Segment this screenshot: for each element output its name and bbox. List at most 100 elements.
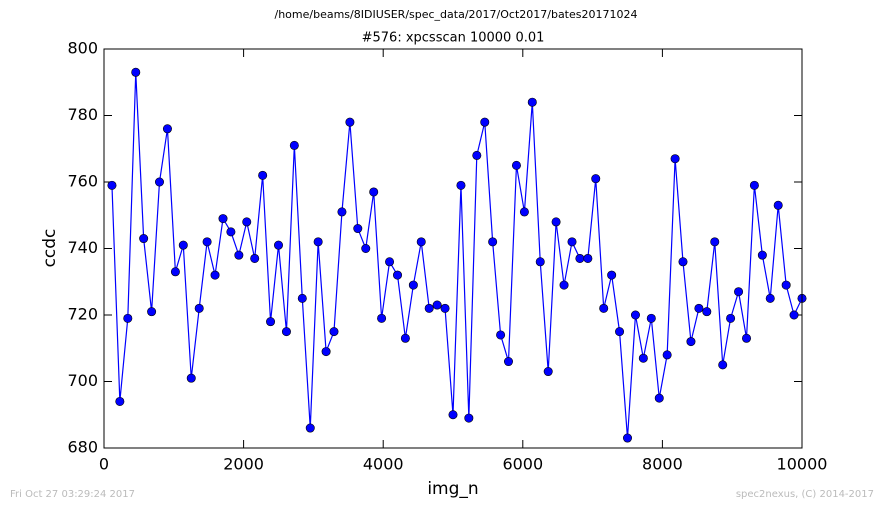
data-point (726, 313, 736, 323)
y-tick-label: 740 (67, 238, 98, 257)
data-point (313, 237, 323, 247)
x-tick-label: 10000 (777, 455, 828, 474)
data-point (305, 423, 315, 433)
data-point (781, 280, 791, 290)
data-point (154, 177, 164, 187)
y-tick-label: 720 (67, 305, 98, 324)
data-point (281, 327, 291, 337)
x-tick-label: 2000 (223, 455, 264, 474)
data-point (678, 257, 688, 267)
data-point (377, 313, 387, 323)
data-point (250, 253, 260, 263)
data-point (273, 240, 283, 250)
data-point (670, 154, 680, 164)
plot-frame (103, 48, 803, 449)
data-point (186, 373, 196, 383)
x-axis-label: img_n (427, 479, 478, 499)
data-point (353, 224, 363, 234)
data-point (662, 350, 672, 360)
data-point (162, 124, 172, 134)
data-point (527, 97, 537, 107)
data-point (170, 267, 180, 277)
data-point (615, 327, 625, 337)
data-point (242, 217, 252, 227)
data-point (448, 410, 458, 420)
data-point (646, 313, 656, 323)
y-tick-label: 680 (67, 438, 98, 457)
data-point (734, 287, 744, 297)
y-tick-label: 700 (67, 371, 98, 390)
data-point (321, 347, 331, 357)
data-point (718, 360, 728, 370)
data-point (416, 237, 426, 247)
y-tick-label: 780 (67, 105, 98, 124)
data-point (488, 237, 498, 247)
data-point (115, 396, 125, 406)
data-point (543, 367, 553, 377)
data-point (559, 280, 569, 290)
data-point (393, 270, 403, 280)
data-point (210, 270, 220, 280)
data-point (773, 200, 783, 210)
data-point (702, 307, 712, 317)
data-point (567, 237, 577, 247)
data-point (765, 293, 775, 303)
data-point (408, 280, 418, 290)
data-point (583, 253, 593, 263)
data-point (607, 270, 617, 280)
data-point (496, 330, 506, 340)
data-point (694, 303, 704, 313)
data-point (234, 250, 244, 260)
data-point (400, 333, 410, 343)
data-point (337, 207, 347, 217)
x-tick-label: 4000 (363, 455, 404, 474)
data-point (511, 160, 521, 170)
data-point (630, 310, 640, 320)
data-point (385, 257, 395, 267)
data-point (480, 117, 490, 127)
suptitle: /home/beams/8IDIUSER/spec_data/2017/Oct2… (275, 8, 638, 21)
footer-right: spec2nexus, (C) 2014-2017 (736, 489, 874, 500)
data-point (638, 353, 648, 363)
footer-left: Fri Oct 27 03:29:24 2017 (10, 489, 135, 500)
data-point (345, 117, 355, 127)
data-point (440, 303, 450, 313)
data-point (749, 180, 759, 190)
x-tick-label: 6000 (502, 455, 543, 474)
data-point (464, 413, 474, 423)
data-point (519, 207, 529, 217)
data-point (503, 357, 513, 367)
data-point (289, 140, 299, 150)
data-point (329, 327, 339, 337)
data-point (456, 180, 466, 190)
data-point (591, 174, 601, 184)
y-axis-label: ccdc (40, 229, 60, 268)
data-point (369, 187, 379, 197)
data-point (361, 244, 371, 254)
data-point (297, 293, 307, 303)
data-point (131, 67, 141, 77)
data-point (757, 250, 767, 260)
data-line (111, 72, 803, 439)
data-point (654, 393, 664, 403)
data-point (742, 333, 752, 343)
data-point (107, 180, 117, 190)
data-point (218, 214, 228, 224)
data-point (686, 337, 696, 347)
data-point (789, 310, 799, 320)
data-point (139, 234, 149, 244)
x-tick-label: 0 (99, 455, 109, 474)
data-point (258, 170, 268, 180)
data-point (194, 303, 204, 313)
data-point (202, 237, 212, 247)
data-point (575, 253, 585, 263)
data-point (622, 433, 632, 443)
data-point (535, 257, 545, 267)
data-point (472, 150, 482, 160)
y-tick-label: 760 (67, 172, 98, 191)
data-point (710, 237, 720, 247)
data-point (551, 217, 561, 227)
data-point (226, 227, 236, 237)
